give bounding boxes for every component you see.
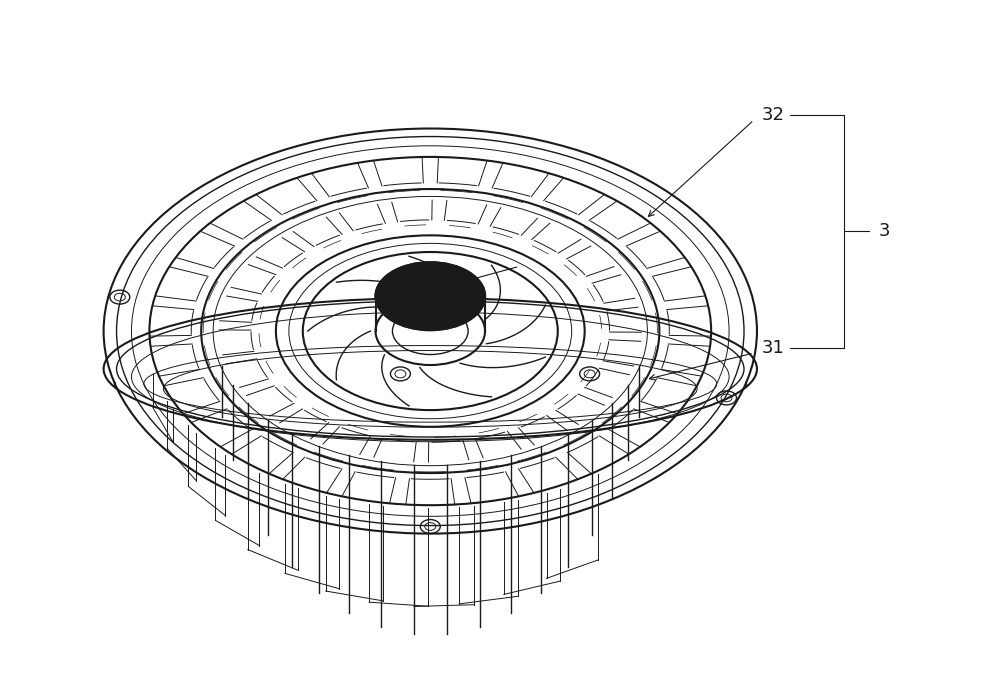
Text: 3: 3 — [878, 223, 890, 240]
Text: 31: 31 — [762, 339, 785, 357]
Ellipse shape — [376, 263, 485, 330]
Text: 32: 32 — [762, 106, 785, 124]
